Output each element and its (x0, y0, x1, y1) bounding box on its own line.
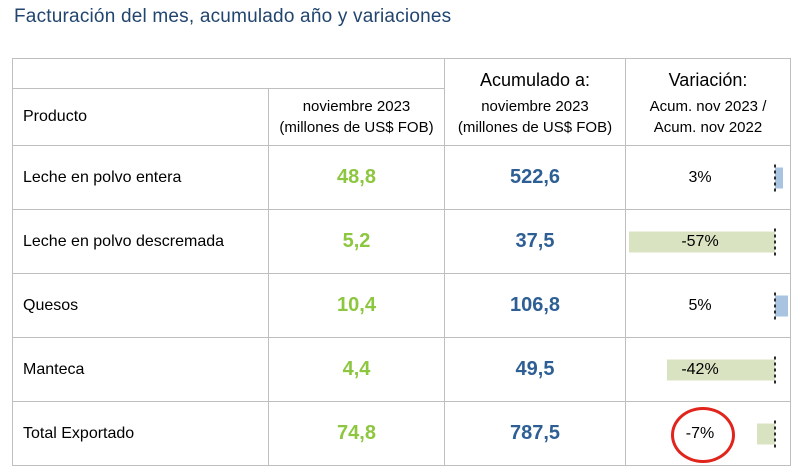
product-label: Leche en polvo descremada (23, 232, 225, 250)
table-row: Quesos 10,4 106,8 5% (12, 273, 791, 338)
accum-value-cell: 787,5 (444, 401, 626, 466)
accum-value-cell: 522,6 (444, 145, 626, 210)
export-billing-table: Acumulado a: noviembre 2023 (millones de… (12, 58, 791, 466)
header-month: noviembre 2023 (millones de US$ FOB) (268, 88, 445, 146)
product-cell: Leche en polvo descremada (12, 209, 269, 274)
header-empty-cell (12, 58, 445, 89)
accum-value-cell: 106,8 (444, 273, 626, 338)
header-month-line1: noviembre 2023 (302, 98, 411, 115)
month-value: 4,4 (342, 358, 371, 380)
header-accumulated-title: Acumulado a: (479, 70, 591, 90)
table-row: Leche en polvo entera 48,8 522,6 3% (12, 145, 791, 210)
header-month-line2: (millones de US$ FOB) (279, 119, 434, 136)
variation-wrap: 5% (626, 274, 790, 337)
header-variation-line2: Acum. nov 2022 (653, 119, 763, 136)
accum-value-cell: 49,5 (444, 337, 626, 402)
accum-value: 49,5 (515, 358, 555, 380)
variation-cell: -57% (625, 209, 791, 274)
accum-value: 787,5 (509, 422, 561, 444)
variation-label: 3% (688, 168, 712, 186)
databar-axis (774, 228, 776, 255)
databar-axis (774, 420, 776, 447)
variation-wrap: -57% (626, 210, 790, 273)
variation-label: 5% (688, 296, 712, 314)
month-value: 48,8 (337, 166, 376, 188)
header-accumulated-month: noviembre 2023 (481, 98, 589, 115)
highlight-circle-annotation (671, 406, 735, 463)
month-value-cell: 74,8 (268, 401, 445, 466)
product-cell: Total Exportado (12, 401, 269, 466)
databar (667, 359, 775, 380)
variation-wrap: 3% (626, 146, 790, 209)
databar (775, 295, 788, 316)
variation-label: -42% (681, 360, 719, 378)
variation-cell: 3% (625, 145, 791, 210)
databar (775, 167, 783, 188)
accum-value: 522,6 (509, 166, 561, 188)
product-cell: Quesos (12, 273, 269, 338)
header-product-label: Producto (23, 108, 88, 125)
header-variation-line1: Acum. nov 2023 / (649, 98, 767, 115)
product-label: Leche en polvo entera (23, 168, 182, 186)
header-accumulated: Acumulado a: noviembre 2023 (millones de… (444, 58, 626, 146)
table-row: Leche en polvo descremada 5,2 37,5 -57% (12, 209, 791, 274)
databar-axis (774, 292, 776, 319)
variation-cell: -7% (625, 401, 791, 466)
accum-value: 106,8 (509, 294, 561, 316)
header-variation: Variación: Acum. nov 2023 / Acum. nov 20… (625, 58, 791, 146)
databar (757, 423, 775, 444)
variation-wrap: -42% (626, 338, 790, 401)
databar (629, 231, 775, 252)
table-row: Manteca 4,4 49,5 -42% (12, 337, 791, 402)
variation-wrap: -7% (626, 402, 790, 465)
header-variation-title: Variación: (668, 70, 748, 90)
header-accumulated-unit: (millones de US$ FOB) (457, 119, 613, 136)
product-label: Quesos (23, 296, 79, 314)
month-value: 74,8 (337, 422, 376, 444)
product-cell: Leche en polvo entera (12, 145, 269, 210)
product-cell: Manteca (12, 337, 269, 402)
month-value-cell: 4,4 (268, 337, 445, 402)
month-value-cell: 5,2 (268, 209, 445, 274)
variation-cell: -42% (625, 337, 791, 402)
accum-value: 37,5 (515, 230, 555, 252)
databar-axis (774, 356, 776, 383)
product-label: Total Exportado (23, 424, 135, 442)
product-label: Manteca (23, 360, 85, 378)
accum-value-cell: 37,5 (444, 209, 626, 274)
page-title: Facturación del mes, acumulado año y var… (14, 6, 452, 27)
month-value-cell: 10,4 (268, 273, 445, 338)
databar-axis (774, 164, 776, 191)
month-value-cell: 48,8 (268, 145, 445, 210)
month-value: 5,2 (342, 230, 371, 252)
variation-cell: 5% (625, 273, 791, 338)
header-product: Producto (12, 88, 269, 146)
variation-label: -57% (681, 232, 719, 250)
table-row-total: Total Exportado 74,8 787,5 -7% (12, 401, 791, 466)
month-value: 10,4 (337, 294, 376, 316)
